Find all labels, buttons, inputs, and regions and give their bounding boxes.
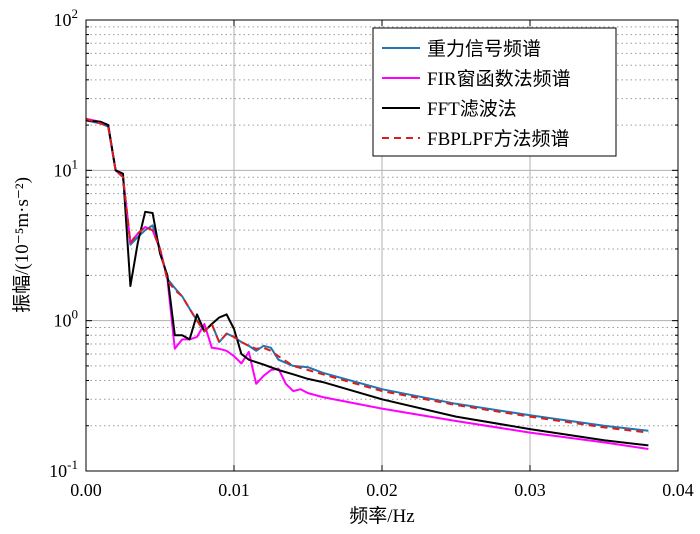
- y-tick-label: 101: [54, 156, 79, 180]
- y-tick-label: 10-1: [49, 457, 78, 481]
- x-axis-label: 频率/Hz: [349, 505, 414, 527]
- y-axis-label: 振幅/(10⁻⁵m·s⁻²): [11, 177, 33, 313]
- x-tick-label: 0.00: [70, 480, 102, 500]
- x-tick-label: 0.04: [662, 480, 694, 500]
- series-line-2: [86, 117, 649, 450]
- series-line-1: [86, 119, 649, 432]
- legend-label-2: FIR窗函数法频谱: [427, 68, 571, 90]
- legend-label-1: 重力信号频谱: [427, 38, 541, 60]
- legend-box: [372, 27, 617, 157]
- x-tick-label: 0.01: [218, 480, 250, 500]
- legend: 重力信号频谱 FIR窗函数法频谱 FFT滤波法 FBPLPF方法频谱: [372, 27, 617, 157]
- series-layer: [86, 117, 649, 450]
- x-tick-label: 0.03: [514, 480, 546, 500]
- legend-label-3: FFT滤波法: [427, 98, 517, 120]
- legend-label-4: FBPLPF方法频谱: [427, 128, 570, 150]
- tick-layer: 0.00 0.01 0.02 0.03 0.04 10-1 100 101 102: [49, 6, 694, 500]
- series-line-4: [86, 117, 649, 434]
- x-tick-label: 0.02: [366, 480, 398, 500]
- y-tick-label: 100: [54, 307, 79, 331]
- y-tick-label: 102: [54, 6, 79, 30]
